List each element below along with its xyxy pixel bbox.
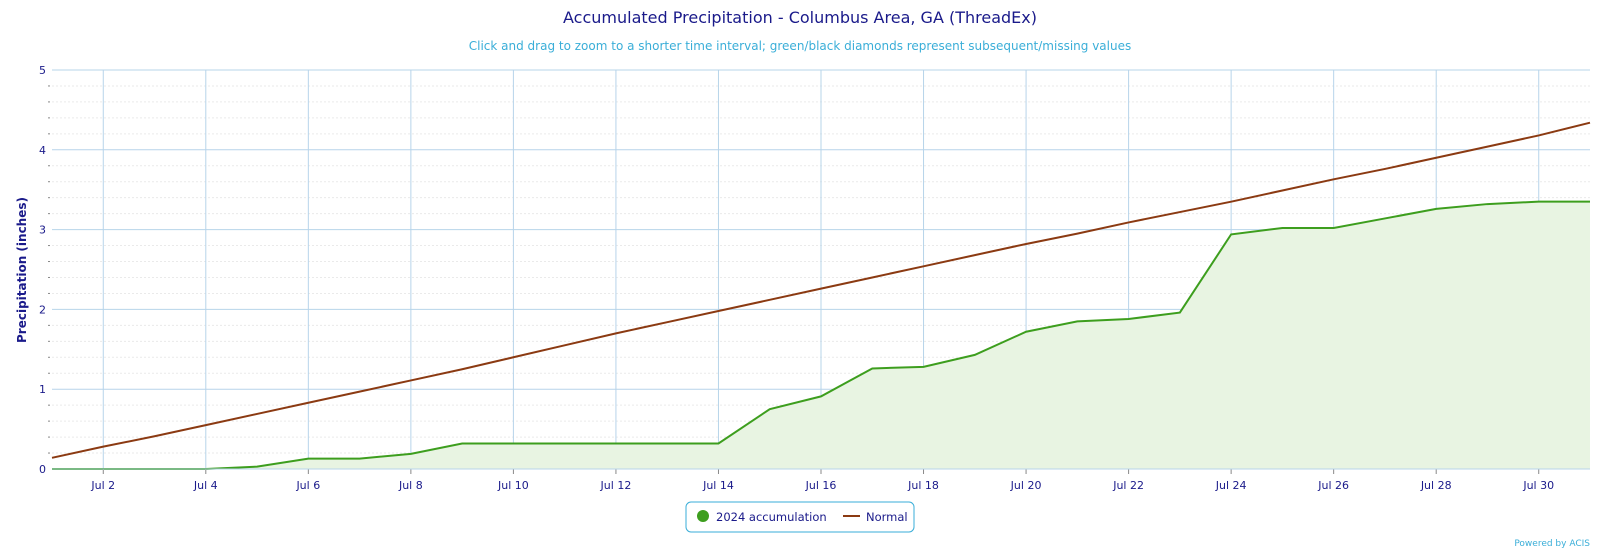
y-tick-label: 4	[39, 144, 46, 157]
y-tick-label: 2	[39, 303, 46, 316]
y-tick-label: 5	[39, 64, 46, 77]
x-tick-label: Jul 4	[193, 479, 218, 492]
accumulation-line[interactable]	[52, 200, 1590, 470]
x-tick-label: Jul 10	[497, 479, 529, 492]
y-tick-label: 3	[39, 224, 46, 237]
legend-box	[685, 501, 915, 533]
x-tick-label: Jul 22	[1112, 479, 1144, 492]
x-tick-label: Jul 6	[295, 479, 320, 492]
x-tick-label: Jul 20	[1010, 479, 1042, 492]
chart-title: Accumulated Precipitation - Columbus Are…	[563, 8, 1037, 27]
x-tick-label: Jul 8	[398, 479, 423, 492]
x-tick-label: Jul 28	[1420, 479, 1452, 492]
legend-label-normal: Normal	[866, 510, 908, 524]
legend-item-accumulation[interactable]: 2024 accumulation	[697, 510, 827, 524]
credit-link[interactable]: Powered by ACIS	[1514, 539, 1590, 549]
chart-subtitle: Click and drag to zoom to a shorter time…	[469, 39, 1131, 53]
x-tick-label: Jul 26	[1317, 479, 1349, 492]
legend-marker-accumulation	[697, 510, 709, 522]
normal-line[interactable]	[51, 121, 1591, 459]
y-tick-label: 0	[39, 463, 46, 476]
x-tick-label: Jul 18	[907, 479, 939, 492]
accumulation-area	[52, 201, 1590, 470]
plot-area[interactable]	[51, 121, 1591, 470]
y-axis-label: Precipitation (inches)	[15, 197, 29, 343]
legend[interactable]: 2024 accumulation Normal	[685, 501, 915, 533]
legend-label-accumulation: 2024 accumulation	[716, 510, 827, 524]
x-tick-label: Jul 2	[90, 479, 115, 492]
axes: 0 1 2 3 4 5 Jul 2 Jul 4 Jul 6 Jul 8 Jul 10 Jul 12 Ju…	[39, 64, 1590, 492]
x-tick-label: Jul 14	[702, 479, 734, 492]
legend-item-normal[interactable]: Normal	[843, 510, 908, 524]
x-tick-label: Jul 30	[1522, 479, 1554, 492]
x-tick-label: Jul 12	[600, 479, 632, 492]
x-tick-label: Jul 16	[805, 479, 837, 492]
x-tick-label: Jul 24	[1215, 479, 1247, 492]
y-tick-label: 1	[39, 383, 46, 396]
